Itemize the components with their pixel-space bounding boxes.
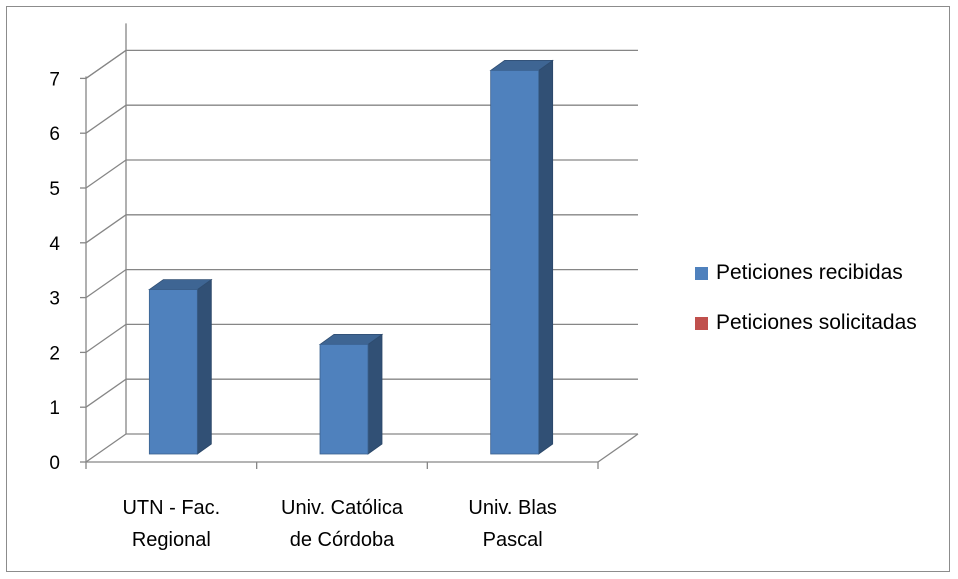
gridline-side [85, 433, 127, 463]
bar-side [196, 278, 212, 455]
x-axis-categories: UTN - Fac. Regional Univ. Católica de Córdo… [122, 497, 556, 551]
legend-swatch [695, 267, 708, 280]
floor-right-edge [597, 433, 639, 463]
gridline-side [85, 159, 127, 189]
x-category-label: de Córdoba [290, 529, 395, 551]
bar [148, 289, 198, 455]
y-tick-label: 0 [49, 453, 60, 474]
gridline-side [85, 104, 127, 134]
y-tick-label: 1 [49, 398, 60, 419]
x-category-label: Univ. Católica [281, 497, 404, 519]
y-tick-label: 5 [49, 179, 60, 200]
bar [319, 343, 369, 455]
y-tick-label: 3 [49, 289, 60, 310]
gridline-side [85, 378, 127, 408]
side-top-edge [85, 49, 127, 79]
y-tick-label: 7 [49, 69, 60, 90]
legend-label: Peticiones solicitadas [716, 311, 917, 334]
gridline-side [85, 269, 127, 299]
legend-swatch [695, 317, 708, 330]
gridline-side [85, 214, 127, 244]
x-category-label: Univ. Blas [468, 497, 557, 519]
x-category-label: Regional [132, 529, 211, 551]
gridline-side [85, 323, 127, 353]
bar-side [538, 59, 554, 455]
y-tick-label: 2 [49, 343, 60, 364]
legend: Peticiones recibidas Peticiones solicitad… [695, 261, 917, 334]
y-tick-label: 6 [49, 124, 60, 145]
bars [148, 59, 554, 455]
y-axis-ticks: 0 1 2 3 4 5 6 7 [49, 69, 599, 474]
y-tick-label: 4 [49, 234, 60, 255]
bar [490, 70, 540, 455]
x-category-label: UTN - Fac. [122, 497, 220, 519]
legend-label: Peticiones recibidas [716, 261, 903, 284]
bar-side [367, 333, 383, 455]
x-category-label: Pascal [483, 529, 543, 551]
